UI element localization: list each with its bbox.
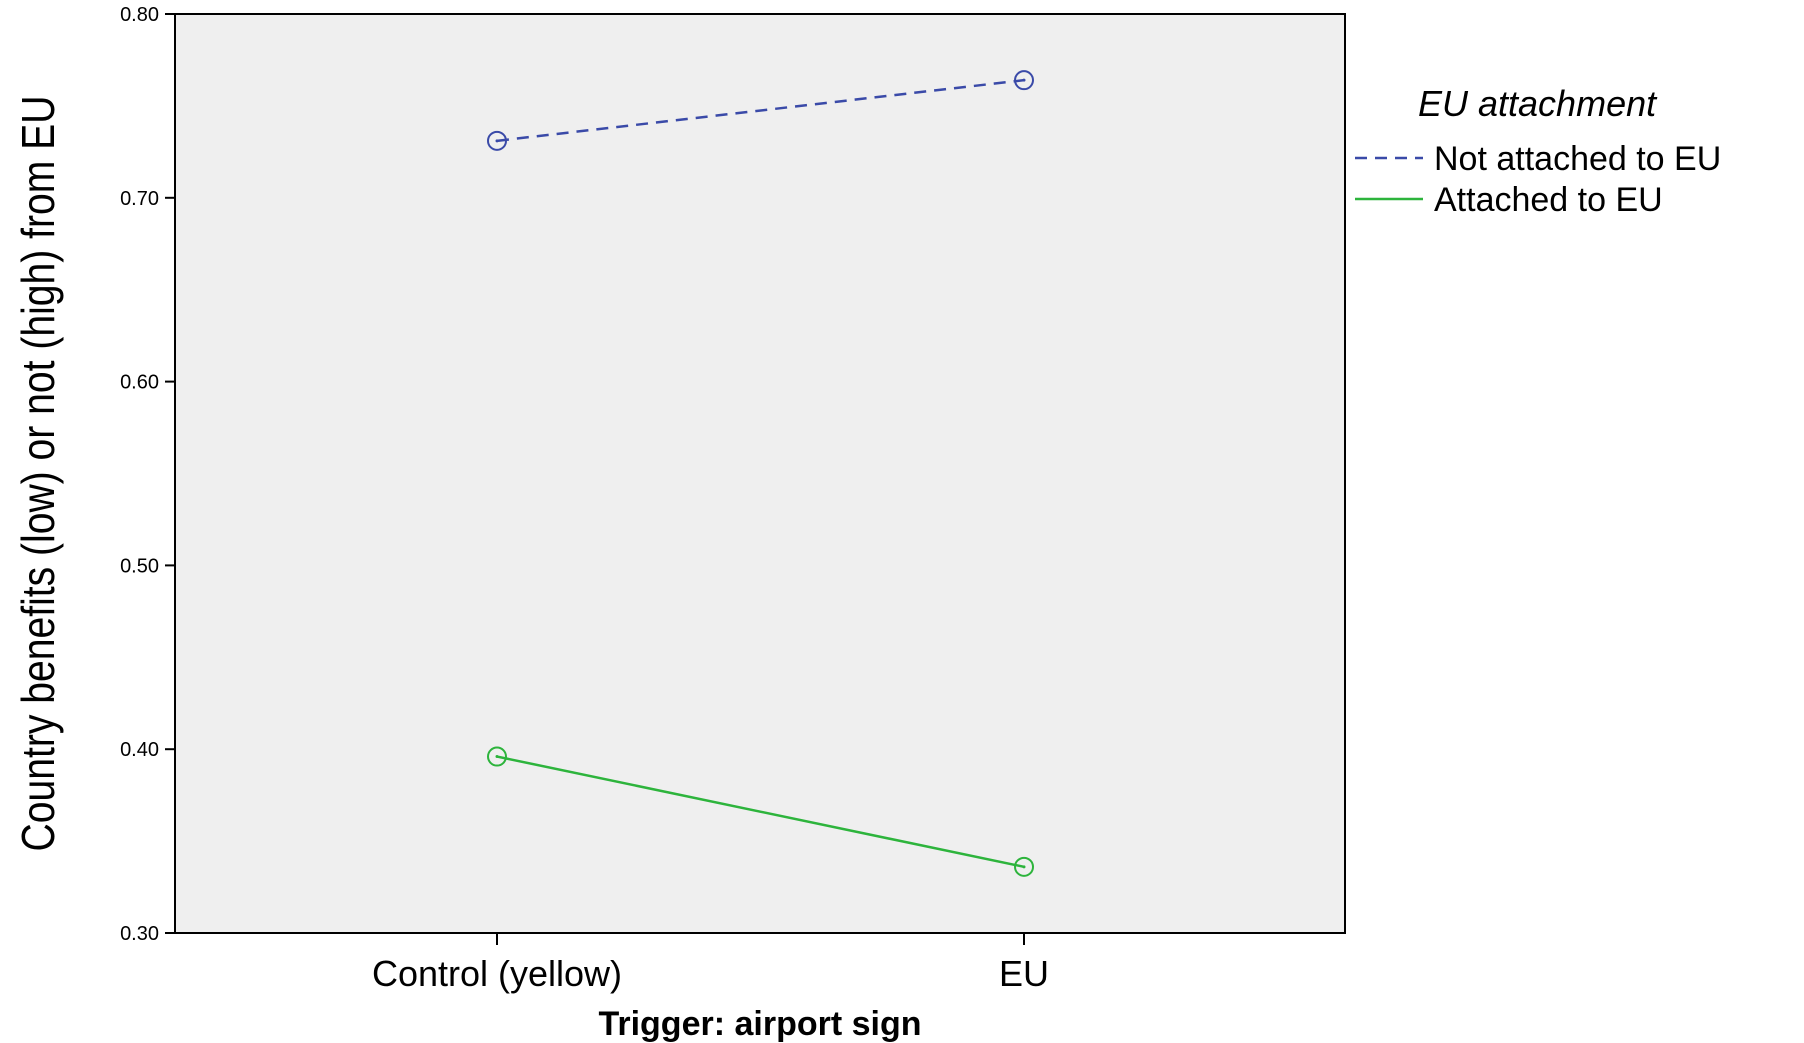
series-1 — [487, 70, 1034, 151]
data-point-center — [1022, 78, 1026, 82]
series-2 — [487, 746, 1034, 877]
y-tick-label: 0.40 — [120, 739, 159, 761]
data-point-center — [1022, 865, 1026, 869]
series-layer — [487, 70, 1034, 877]
legend-label: Not attached to EU — [1434, 140, 1721, 178]
legend-label: Attached to EU — [1434, 181, 1663, 219]
y-tick-label: 0.50 — [120, 555, 159, 577]
data-point-marker — [487, 130, 507, 151]
legend: EU attachment Not attached to EUAttached… — [1355, 83, 1721, 219]
x-tick-label: Control (yellow) — [372, 953, 622, 994]
series-line — [496, 755, 1025, 869]
plot-area — [174, 13, 1346, 934]
data-point-marker — [1014, 856, 1034, 877]
y-tick-label: 0.80 — [120, 4, 159, 26]
series-line — [496, 78, 1025, 143]
x-axis: Control (yellow) EU — [372, 933, 1049, 994]
y-axis-title: Country benefits (low) or not (high) fro… — [13, 96, 65, 852]
x-axis-title: Trigger: airport sign — [598, 1005, 921, 1043]
data-point-center — [495, 755, 499, 759]
y-tick-label: 0.60 — [120, 372, 159, 394]
x-tick-label: EU — [999, 953, 1049, 994]
legend-title: EU attachment — [1418, 83, 1658, 124]
y-tick-label: 0.70 — [120, 188, 159, 210]
data-point-marker — [487, 746, 507, 767]
data-point-center — [495, 139, 499, 143]
data-point-marker — [1014, 70, 1034, 91]
y-tick-label: 0.30 — [120, 923, 159, 945]
y-axis: 0.30 0.40 0.50 0.60 0.70 0.80 — [120, 4, 175, 945]
